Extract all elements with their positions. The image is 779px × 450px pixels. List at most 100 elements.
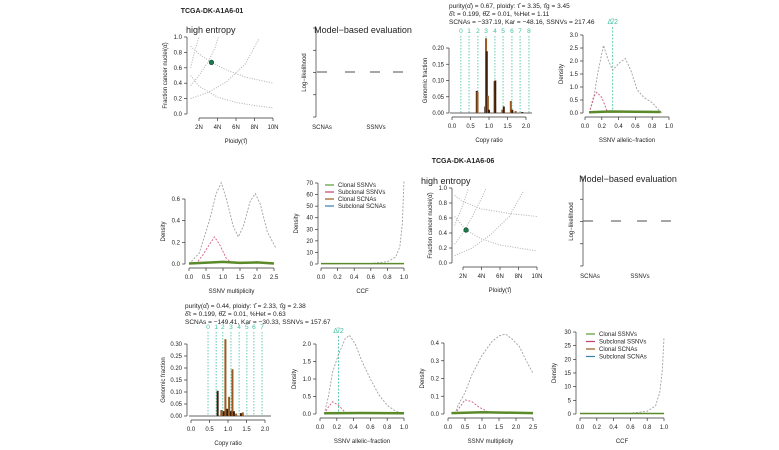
y-tick-label: 50 [306, 204, 313, 210]
x-axis-label: CCF [356, 289, 369, 295]
y-tick-label: 0.15 [170, 378, 182, 384]
x-tick-label: 0.5 [461, 425, 470, 431]
x-tick-label: 0.4 [609, 425, 618, 431]
x-tick-label: 0.2 [598, 124, 607, 130]
x-tick-label: 2N [195, 125, 203, 131]
y-tick-label: 1.0 [303, 377, 312, 383]
x-tick-label: 2.5 [529, 425, 538, 431]
y-tick-label: 60 [306, 193, 313, 199]
x-label: SCNAs [312, 125, 332, 131]
panel-12-density [573, 331, 665, 421]
y-tick-label: 0.00 [432, 111, 444, 117]
copy-number-label: 3 [229, 324, 233, 331]
x-tick-label: 1.0 [665, 124, 674, 130]
y-axis-label: Log−likelihood [302, 53, 308, 92]
solution-curve [190, 36, 200, 68]
copy-number-label: 4 [493, 28, 497, 35]
solution-summary-line: purity(α̂) = 0.44, ploidy: τ̂ = 2.33, τ̂… [185, 303, 306, 310]
panel-11-density [441, 333, 534, 421]
y-tick-label: 20 [564, 357, 571, 363]
y-tick-label: 0.0 [174, 112, 183, 118]
x-tick-label: 0.0 [316, 425, 325, 431]
y-tick-label: 2.5 [570, 46, 579, 52]
x-tick-label: 2.0 [522, 124, 531, 130]
x-tick-label: 0.5 [202, 275, 211, 281]
copy-ratio-bar [486, 95, 489, 113]
y-tick-label: 1.0 [570, 85, 579, 91]
density-curve [188, 181, 277, 265]
entropy-annotation: high entropy [421, 176, 471, 186]
copy-ratio-bar [476, 91, 479, 113]
y-axis-label: Log−likelihood [569, 202, 575, 241]
solution-curve [190, 75, 274, 109]
y-tick-label: 20 [306, 239, 313, 245]
y-tick-label: 3.0 [570, 33, 579, 39]
x-tick-label: 1.0 [478, 425, 487, 431]
y-axis-label: Density [559, 64, 565, 84]
x-tick-label: 1.0 [400, 275, 409, 281]
x-tick-label: 1.5 [236, 275, 245, 281]
y-tick-label: 0.2 [431, 377, 440, 383]
y-tick-label: 0.0 [431, 412, 440, 418]
copy-ratio-bar [239, 413, 242, 416]
solution-curve [454, 191, 524, 256]
y-axis-label: Genomic fraction [423, 58, 429, 103]
x-tick-label: 0.2 [333, 275, 342, 281]
y-tick-label: 0.05 [170, 402, 182, 408]
selected-solution-point [208, 59, 215, 66]
x-tick-label: 4N [478, 274, 486, 280]
delta-label: Δ̂/2 [607, 19, 618, 26]
density-curve [188, 260, 275, 265]
density-curve [588, 43, 663, 114]
y-tick-label: 10 [306, 250, 313, 256]
solution-summary-line: δ̂τ = 0.199, θ̂Z = 0.01, %Het = 0.63 [185, 311, 286, 318]
x-tick-label: 0.2 [593, 425, 602, 431]
y-tick-label: 0.8 [174, 50, 183, 56]
density-curve [451, 410, 534, 415]
y-tick-label: 70 [306, 181, 313, 187]
panel-2-model [313, 27, 403, 118]
copy-number-label: 8 [527, 28, 531, 35]
x-tick-label: 1.0 [485, 124, 494, 130]
y-tick-label: 0 [568, 412, 572, 418]
copy-number-label: 7 [260, 324, 264, 331]
x-tick-label: 0.0 [187, 427, 196, 433]
y-tick-label: 1.5 [570, 72, 579, 78]
y-tick-label: 2.0 [303, 342, 312, 348]
y-axis-label: Density [552, 363, 558, 383]
x-tick-label: 1.0 [219, 275, 228, 281]
y-tick-label: 0.8 [439, 201, 448, 207]
legend-label: Clonal SCNAs [599, 347, 637, 353]
x-tick-label: 1.0 [660, 425, 669, 431]
x-label: SSNVs [366, 125, 385, 131]
x-tick-label: 2.5 [270, 275, 279, 281]
panel-6-density [315, 180, 405, 271]
y-tick-label: 0.4 [174, 81, 183, 87]
copy-ratio-bar [509, 100, 512, 113]
x-axis-label: SSNV allelic−fraction [599, 138, 655, 144]
copy-ratio-bar [235, 413, 238, 416]
y-tick-label: 0.4 [431, 341, 440, 347]
solution-curve [190, 36, 219, 86]
x-tick-label: 4N [214, 125, 222, 131]
y-tick-label: 1.5 [303, 360, 312, 366]
x-tick-label: 2.0 [253, 275, 262, 281]
copy-ratio-bar [241, 412, 244, 416]
legend-label: Clonal SSNVs [599, 332, 637, 338]
legend-label: Clonal SSNVs [338, 183, 376, 189]
x-tick-label: 10N [267, 125, 278, 131]
x-tick-label: 0.2 [333, 425, 342, 431]
x-tick-label: 6N [496, 274, 504, 280]
y-tick-label: 0.4 [172, 219, 181, 225]
copy-number-label: 1 [214, 324, 218, 331]
y-axis-label: Density [294, 213, 300, 233]
x-tick-label: 2.0 [261, 427, 270, 433]
x-tick-label: 0.6 [626, 425, 635, 431]
y-tick-label: 10 [564, 385, 571, 391]
copy-ratio-bar [228, 396, 231, 416]
y-axis-label: Density [292, 369, 298, 389]
sample-title: TCGA-DK-A1A6-01 [181, 8, 244, 15]
y-tick-label: 0.20 [170, 366, 182, 372]
panel-9-copyratio [184, 332, 271, 423]
x-tick-label: 0.0 [185, 275, 194, 281]
